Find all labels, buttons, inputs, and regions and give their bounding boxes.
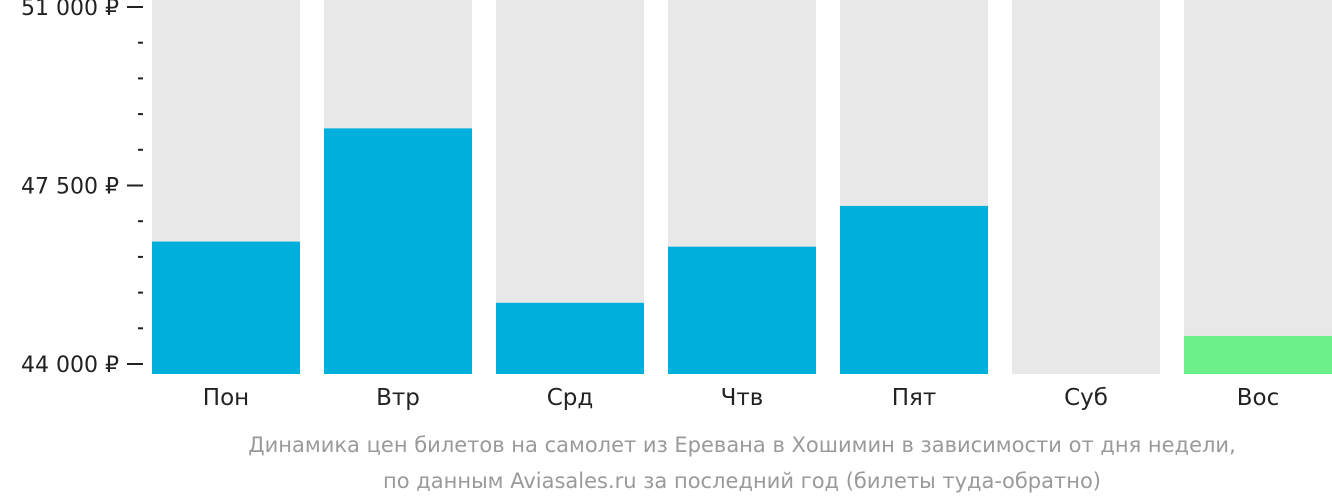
x-tick-label-day-1: Пон [203, 385, 249, 411]
bar-day-4[interactable] [668, 246, 816, 374]
bar-day-1[interactable] [152, 241, 300, 374]
x-tick-label-day-2: Втр [376, 385, 420, 411]
bar-day-7[interactable] [1184, 335, 1332, 374]
x-axis: Пон Втр Срд Чтв Пят Суб Вос [203, 385, 1279, 411]
column-bg-day-6 [1012, 0, 1160, 374]
y-tick-label-2: 51 000 ₽ [21, 0, 119, 21]
y-tick-label-1: 47 500 ₽ [21, 175, 119, 200]
column-bg-day-7 [1184, 0, 1332, 374]
x-tick-label-day-3: Срд [547, 385, 594, 411]
chart-caption-line-2: по данным Aviasales.ru за последний год … [383, 469, 1101, 493]
bar-day-3[interactable] [496, 302, 644, 374]
x-tick-label-day-5: Пят [892, 385, 937, 411]
bar-day-2[interactable] [324, 128, 472, 374]
y-tick-label-0: 44 000 ₽ [21, 353, 119, 378]
x-tick-label-day-7: Вос [1237, 385, 1280, 411]
x-tick-label-day-6: Суб [1064, 385, 1108, 411]
x-tick-label-day-4: Чтв [721, 385, 764, 411]
chart-caption-line-1: Динамика цен билетов на самолет из Ерева… [248, 433, 1236, 457]
bar-day-5[interactable] [840, 205, 988, 374]
y-axis: 44 000 ₽ 47 500 ₽ 51 000 ₽ [21, 0, 143, 378]
bars [152, 128, 1332, 374]
